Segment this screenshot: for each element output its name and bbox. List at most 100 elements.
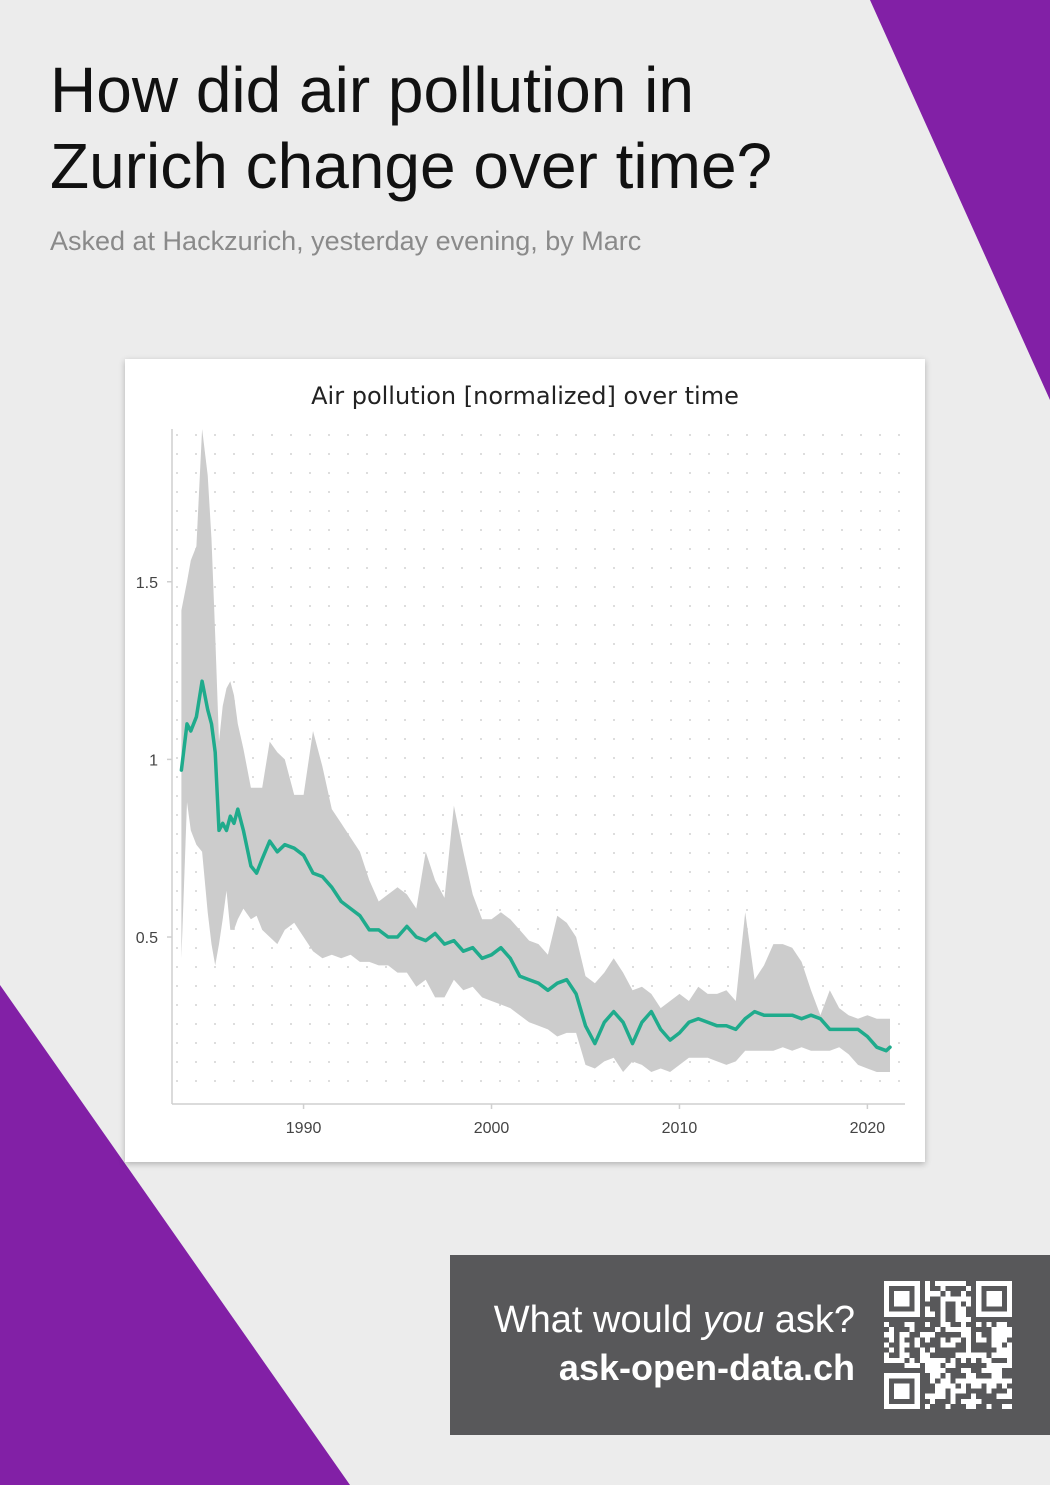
qr-module: [976, 1337, 982, 1343]
grid-dot: [518, 605, 520, 607]
grid-dot: [214, 529, 216, 531]
grid-dot: [271, 738, 273, 740]
grid-dot: [252, 776, 254, 778]
grid-dot: [347, 1061, 349, 1063]
grid-dot: [841, 757, 843, 759]
grid-dot: [309, 1023, 311, 1025]
grid-dot: [556, 852, 558, 854]
grid-dot: [442, 700, 444, 702]
grid-dot: [347, 985, 349, 987]
grid-dot: [233, 1042, 235, 1044]
grid-dot: [822, 833, 824, 835]
grid-dot: [499, 548, 501, 550]
grid-dot: [746, 776, 748, 778]
grid-dot: [290, 453, 292, 455]
grid-dot: [632, 890, 634, 892]
qr-module: [960, 1378, 966, 1384]
grid-dot: [594, 871, 596, 873]
qr-module: [1001, 1352, 1007, 1358]
qr-module: [1006, 1393, 1012, 1399]
grid-dot: [176, 1004, 178, 1006]
grid-dot: [651, 510, 653, 512]
grid-dot: [404, 1004, 406, 1006]
grid-dot: [271, 1023, 273, 1025]
grid-dot: [328, 453, 330, 455]
qr-module: [919, 1332, 925, 1338]
grid-dot: [575, 624, 577, 626]
grid-dot: [708, 966, 710, 968]
grid-dot: [442, 814, 444, 816]
grid-dot: [518, 814, 520, 816]
grid-dot: [518, 833, 520, 835]
grid-dot: [594, 1080, 596, 1082]
grid-dot: [442, 510, 444, 512]
qr-module: [996, 1368, 1002, 1374]
grid-dot: [632, 757, 634, 759]
cta-url[interactable]: ask-open-data.ch: [558, 1347, 855, 1388]
grid-dot: [727, 548, 729, 550]
grid-dot: [499, 833, 501, 835]
grid-dot: [480, 1042, 482, 1044]
grid-dot: [651, 434, 653, 436]
qr-module: [996, 1378, 1002, 1384]
qr-module: [899, 1347, 905, 1353]
grid-dot: [537, 890, 539, 892]
grid-dot: [309, 472, 311, 474]
grid-dot: [879, 871, 881, 873]
grid-dot: [309, 529, 311, 531]
grid-dot: [784, 852, 786, 854]
grid-dot: [632, 510, 634, 512]
qr-module: [1006, 1347, 1012, 1353]
grid-dot: [366, 605, 368, 607]
grid-dot: [632, 776, 634, 778]
grid-dot: [651, 529, 653, 531]
grid-dot: [252, 1023, 254, 1025]
grid-dot: [860, 681, 862, 683]
qr-code-icon[interactable]: [884, 1281, 1012, 1409]
grid-dot: [632, 491, 634, 493]
qr-module: [976, 1352, 982, 1358]
grid-dot: [499, 719, 501, 721]
grid-dot: [632, 985, 634, 987]
grid-dot: [328, 1023, 330, 1025]
grid-dot: [613, 1080, 615, 1082]
qr-module: [955, 1296, 961, 1302]
grid-dot: [822, 757, 824, 759]
grid-dot: [689, 757, 691, 759]
qr-module: [945, 1281, 951, 1287]
grid-dot: [214, 1061, 216, 1063]
qr-module: [976, 1321, 982, 1328]
qr-module: [991, 1362, 997, 1369]
grid-dot: [746, 909, 748, 911]
grid-dot: [708, 719, 710, 721]
grid-dot: [537, 548, 539, 550]
grid-dot: [613, 700, 615, 702]
grid-dot: [575, 776, 577, 778]
grid-dot: [879, 909, 881, 911]
grid-dot: [879, 890, 881, 892]
grid-dot: [575, 662, 577, 664]
qr-module: [950, 1342, 956, 1348]
grid-dot: [822, 890, 824, 892]
qr-module: [1001, 1327, 1007, 1333]
grid-dot: [860, 434, 862, 436]
grid-dot: [765, 529, 767, 531]
grid-dot: [575, 434, 577, 436]
grid-dot: [879, 491, 881, 493]
grid-dot: [518, 757, 520, 759]
qr-module: [976, 1398, 982, 1404]
grid-dot: [366, 453, 368, 455]
qr-module: [991, 1378, 997, 1384]
grid-dot: [841, 529, 843, 531]
grid-dot: [518, 510, 520, 512]
grid-dot: [556, 643, 558, 645]
grid-dot: [727, 510, 729, 512]
grid-dot: [689, 966, 691, 968]
grid-dot: [708, 434, 710, 436]
grid-dot: [233, 624, 235, 626]
grid-dot: [575, 548, 577, 550]
qr-module: [935, 1368, 941, 1374]
grid-dot: [860, 757, 862, 759]
grid-dot: [822, 1004, 824, 1006]
grid-dot: [537, 795, 539, 797]
